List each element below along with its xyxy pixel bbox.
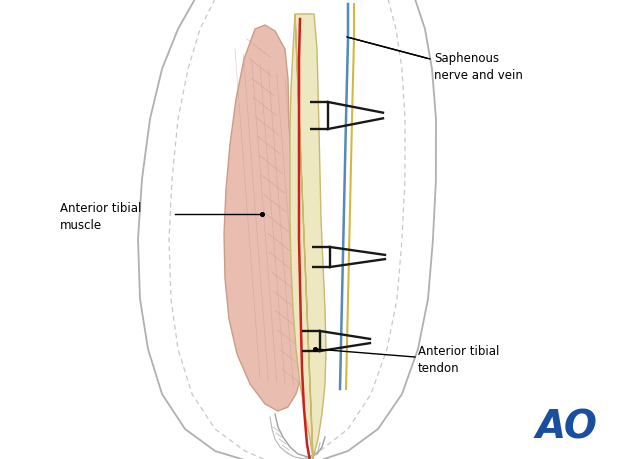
Polygon shape: [290, 15, 326, 459]
Text: AO: AO: [535, 408, 597, 446]
Text: Anterior tibial
tendon: Anterior tibial tendon: [418, 344, 499, 374]
Polygon shape: [224, 26, 305, 411]
Text: Anterior tibial
muscle: Anterior tibial muscle: [60, 202, 141, 231]
Text: Saphenous
nerve and vein: Saphenous nerve and vein: [434, 52, 523, 82]
